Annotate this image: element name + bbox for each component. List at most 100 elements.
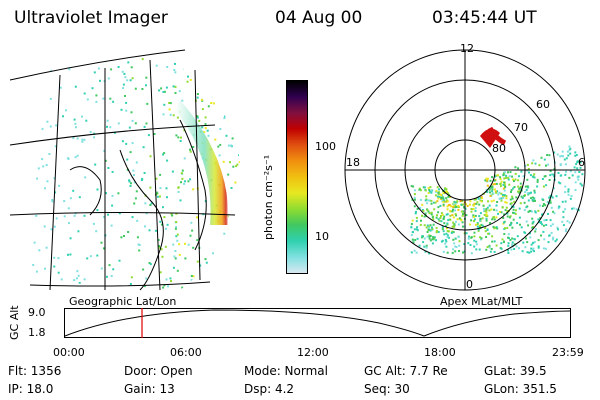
emission-pixel xyxy=(235,266,238,269)
polar-emission-pixel xyxy=(512,218,515,221)
polar-emission-pixel xyxy=(532,248,534,251)
emission-pixel xyxy=(241,245,243,247)
emission-pixel xyxy=(107,213,110,216)
emission-pixel xyxy=(180,181,182,184)
emission-pixel xyxy=(159,220,162,223)
emission-pixel xyxy=(131,216,134,219)
emission-pixel xyxy=(143,172,146,174)
polar-emission-pixel xyxy=(422,241,425,244)
polar-emission-pixel xyxy=(411,238,414,241)
emission-pixel xyxy=(223,257,226,260)
emission-pixel xyxy=(140,179,143,181)
polar-emission-pixel xyxy=(508,175,511,178)
emission-pixel xyxy=(205,261,208,264)
polar-emission-pixel xyxy=(532,200,535,203)
polar-emission-pixel xyxy=(581,173,584,176)
polar-emission-pixel xyxy=(528,210,531,212)
emission-pixel xyxy=(224,102,227,105)
polar-plot xyxy=(344,49,586,291)
emission-pixel xyxy=(67,157,70,160)
timeline-xtick-1200: 12:00 xyxy=(297,346,329,359)
polar-emission-pixel xyxy=(513,238,516,241)
polar-emission-pixel xyxy=(413,196,416,199)
emission-pixel xyxy=(123,235,125,237)
emission-pixel xyxy=(118,212,121,215)
emission-pixel xyxy=(188,59,191,62)
polar-emission-pixel xyxy=(493,188,496,191)
polar-emission-pixel xyxy=(518,207,521,210)
emission-pixel xyxy=(242,193,244,195)
polar-emission-pixel xyxy=(410,185,413,188)
emission-pixel xyxy=(83,278,86,281)
polar-emission-pixel xyxy=(412,185,415,188)
polar-emission-pixel xyxy=(533,191,536,194)
polar-emission-pixel xyxy=(580,184,583,187)
emission-pixel xyxy=(245,128,247,130)
polar-emission-pixel xyxy=(500,197,503,200)
polar-emission-pixel xyxy=(428,237,431,240)
polar-emission-pixel xyxy=(410,226,413,229)
emission-pixel xyxy=(74,122,77,125)
emission-pixel xyxy=(123,72,126,75)
emission-pixel xyxy=(186,80,189,83)
emission-pixel xyxy=(122,87,125,90)
polar-emission-pixel xyxy=(525,206,528,209)
emission-pixel xyxy=(53,265,56,268)
polar-emission-pixel xyxy=(446,190,448,193)
polar-emission-pixel xyxy=(505,195,508,198)
polar-emission-pixel xyxy=(510,248,513,251)
polar-emission-pixel xyxy=(433,236,436,239)
polar-emission-pixel xyxy=(514,172,517,175)
polar-emission-pixel xyxy=(505,206,508,209)
polar-emission-pixel xyxy=(418,244,421,247)
emission-pixel xyxy=(68,222,70,225)
polar-emission-pixel xyxy=(521,196,524,199)
polar-emission-pixel xyxy=(545,224,548,226)
emission-pixel xyxy=(144,52,146,54)
polar-emission-pixel xyxy=(500,192,503,195)
polar-emission-pixel xyxy=(442,250,445,253)
emission-pixel xyxy=(23,80,25,83)
polar-emission-pixel xyxy=(526,251,529,254)
polar-emission-pixel xyxy=(474,214,477,217)
polar-emission-pixel xyxy=(537,239,540,242)
polar-emission-pixel xyxy=(503,181,506,184)
polar-emission-pixel xyxy=(419,206,422,209)
polar-emission-pixel xyxy=(430,213,433,216)
emission-pixel xyxy=(227,288,230,290)
emission-pixel xyxy=(138,244,141,246)
emission-pixel xyxy=(149,155,152,158)
emission-pixel xyxy=(192,188,195,191)
polar-emission-pixel xyxy=(432,237,435,240)
polar-emission-pixel xyxy=(467,242,470,245)
polar-emission-pixel xyxy=(445,197,448,200)
emission-pixel xyxy=(218,154,221,157)
lat-80-label: 80 xyxy=(492,142,506,155)
emission-pixel xyxy=(143,285,146,288)
seq-readout: Seq: 30 xyxy=(364,382,410,396)
polar-emission-pixel xyxy=(578,160,581,163)
emission-pixel xyxy=(230,125,233,127)
emission-pixel xyxy=(224,115,227,118)
emission-pixel xyxy=(184,242,186,245)
polar-emission-pixel xyxy=(430,202,433,205)
polar-emission-pixel xyxy=(543,175,546,178)
emission-pixel xyxy=(200,81,203,84)
polar-emission-pixel xyxy=(547,163,550,166)
emission-pixel xyxy=(219,88,221,91)
polar-emission-pixel xyxy=(450,232,453,234)
polar-emission-pixel xyxy=(503,221,505,224)
polar-emission-pixel xyxy=(455,246,458,248)
polar-emission-pixel xyxy=(503,189,506,192)
polar-emission-pixel xyxy=(446,236,449,238)
polar-emission-pixel xyxy=(479,224,482,227)
polar-emission-pixel xyxy=(568,149,571,152)
emission-pixel xyxy=(163,216,166,219)
polar-emission-pixel xyxy=(574,171,577,174)
emission-pixel xyxy=(181,169,184,172)
polar-emission-pixel xyxy=(510,189,513,192)
polar-emission-pixel xyxy=(449,214,452,217)
polar-emission-pixel xyxy=(461,199,464,202)
emission-pixel xyxy=(155,177,158,180)
emission-pixel xyxy=(163,103,166,106)
